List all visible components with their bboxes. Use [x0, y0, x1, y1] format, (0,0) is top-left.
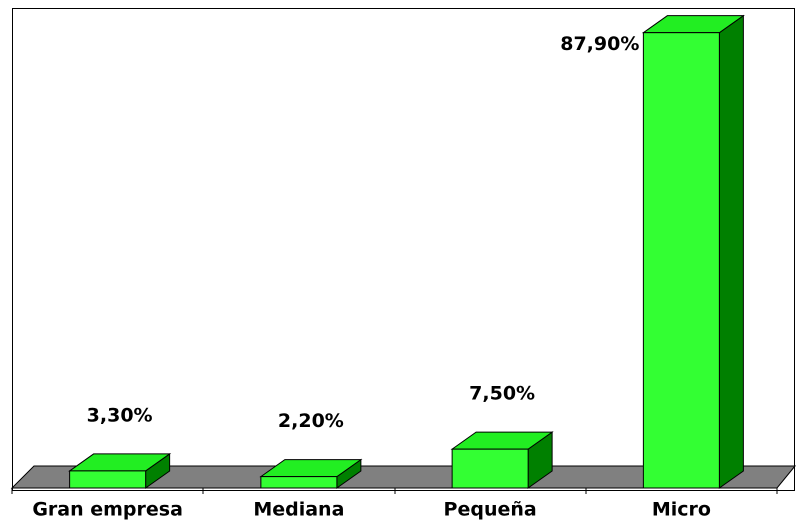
bar	[260, 476, 338, 489]
value-label: 87,90%	[560, 33, 639, 55]
value-label: 7,50%	[469, 383, 535, 405]
value-label: 2,20%	[278, 410, 344, 432]
x-tick-label: Gran empresa	[32, 499, 183, 521]
bar-side	[718, 14, 744, 489]
bar	[69, 470, 147, 489]
x-tick-label: Micro	[652, 499, 711, 521]
value-label: 3,30%	[87, 404, 153, 426]
bar	[451, 448, 529, 489]
floor-ticks	[11, 488, 778, 494]
x-tick-label: Pequeña	[444, 499, 537, 521]
x-tick-label: Mediana	[253, 499, 344, 521]
bar	[642, 32, 720, 489]
